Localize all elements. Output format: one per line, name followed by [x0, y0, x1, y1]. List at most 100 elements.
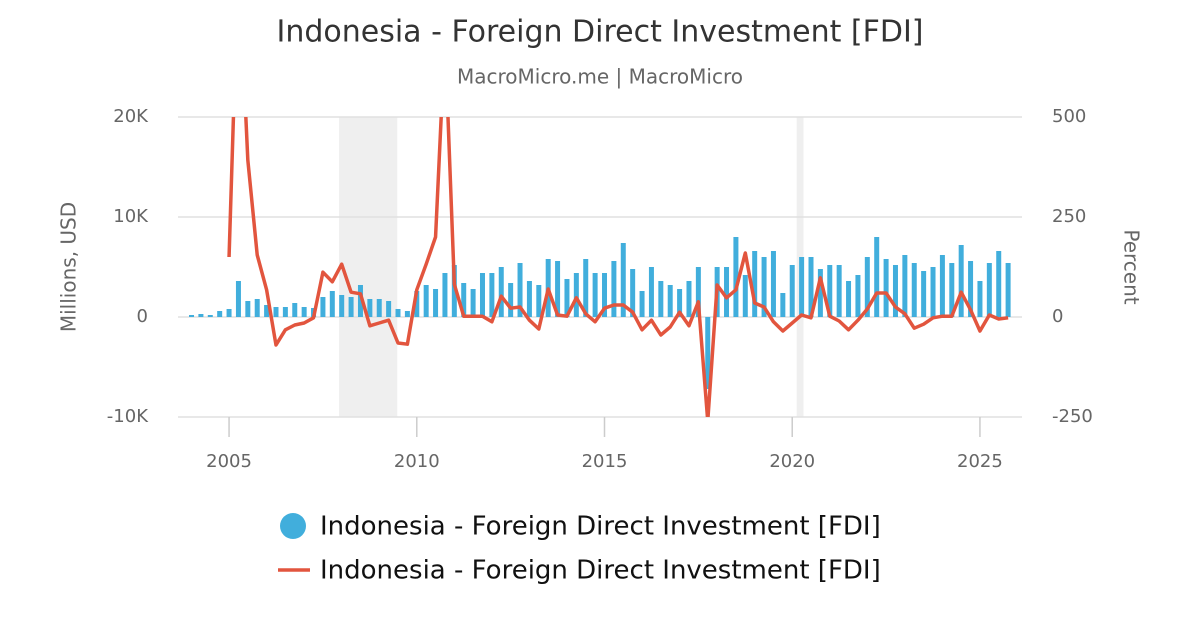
bar: [423, 285, 429, 317]
bar: [874, 237, 880, 317]
bar: [939, 255, 945, 317]
bar: [217, 311, 223, 317]
bar: [752, 251, 758, 317]
bar: [498, 267, 504, 317]
bar: [508, 283, 514, 317]
bar: [442, 273, 448, 317]
bar: [620, 243, 626, 317]
y-tick-label: 20K: [113, 106, 149, 127]
bar: [414, 291, 420, 317]
bar: [808, 257, 814, 317]
y2-tick-label: -250: [1052, 406, 1093, 427]
shaded-period: [339, 117, 398, 417]
bar: [602, 273, 608, 317]
bar: [695, 267, 701, 317]
y-axis-title: Millions, USD: [57, 202, 81, 332]
bar: [648, 267, 654, 317]
bar: [986, 263, 992, 317]
bar: [189, 315, 195, 317]
bar: [517, 263, 523, 317]
bar: [564, 279, 570, 317]
bar: [339, 295, 345, 317]
bar: [836, 265, 842, 317]
bar: [827, 265, 833, 317]
chart-title: Indonesia - Foreign Direct Investment [F…: [276, 15, 923, 50]
bar: [395, 309, 401, 317]
bar: [630, 269, 636, 317]
bar: [639, 291, 645, 317]
bar: [724, 267, 730, 317]
bar: [761, 257, 767, 317]
bar: [329, 291, 335, 317]
bar: [892, 265, 898, 317]
line-series: [227, 117, 1009, 417]
bar: [780, 293, 786, 317]
bar: [592, 273, 598, 317]
bar: [949, 263, 955, 317]
bar: [1005, 263, 1011, 317]
bar: [996, 251, 1002, 317]
bar: [573, 273, 579, 317]
bar: [226, 309, 232, 317]
bar: [817, 269, 823, 317]
bar: [555, 261, 561, 317]
legend-label[interactable]: Indonesia - Foreign Direct Investment [F…: [320, 556, 881, 586]
bar: [686, 281, 692, 317]
bar: [855, 275, 861, 317]
bar: [799, 257, 805, 317]
bar: [451, 265, 457, 317]
bar: [921, 271, 927, 317]
bar: [667, 285, 673, 317]
bar: [846, 281, 852, 317]
bar: [301, 307, 307, 317]
legend-marker: [280, 513, 306, 539]
x-tick-label: 2010: [394, 451, 440, 472]
x-tick-label: 2025: [957, 451, 1003, 472]
x-tick-label: 2015: [582, 451, 628, 472]
bar: [958, 245, 964, 317]
bar: [489, 273, 495, 317]
bar: [583, 259, 589, 317]
bar: [254, 299, 260, 317]
bar: [461, 283, 467, 317]
bar: [470, 289, 476, 317]
bar: [864, 257, 870, 317]
y2-tick-label: 500: [1052, 106, 1086, 127]
bar: [376, 299, 382, 317]
bar: [207, 315, 213, 317]
bar: [320, 297, 326, 317]
x-tick-label: 2020: [769, 451, 815, 472]
y2-tick-label: 0: [1052, 306, 1063, 327]
bar: [386, 301, 392, 317]
bar: [292, 303, 298, 317]
bar: [977, 281, 983, 317]
bar: [742, 275, 748, 317]
bar: [733, 237, 739, 317]
y-tick-label: -10K: [107, 406, 149, 427]
bar: [264, 305, 270, 317]
bar: [789, 265, 795, 317]
y-tick-label: 0: [137, 306, 148, 327]
bar: [911, 263, 917, 317]
bar: [273, 307, 279, 317]
y2-tick-label: 250: [1052, 206, 1086, 227]
bar: [658, 281, 664, 317]
bar: [282, 307, 288, 317]
bar: [611, 261, 617, 317]
bar: [348, 297, 354, 317]
bar: [357, 285, 363, 317]
legend-label[interactable]: Indonesia - Foreign Direct Investment [F…: [320, 512, 881, 542]
bar: [883, 259, 889, 317]
plot-area: [189, 117, 1011, 417]
bar: [404, 311, 410, 317]
bar: [902, 255, 908, 317]
bar: [677, 289, 683, 317]
bar: [705, 317, 711, 389]
bar: [235, 281, 241, 317]
bar: [770, 251, 776, 317]
bar: [367, 299, 373, 317]
x-tick-label: 2005: [206, 451, 252, 472]
chart-subtitle: MacroMicro.me | MacroMicro: [457, 65, 743, 89]
bar: [479, 273, 485, 317]
